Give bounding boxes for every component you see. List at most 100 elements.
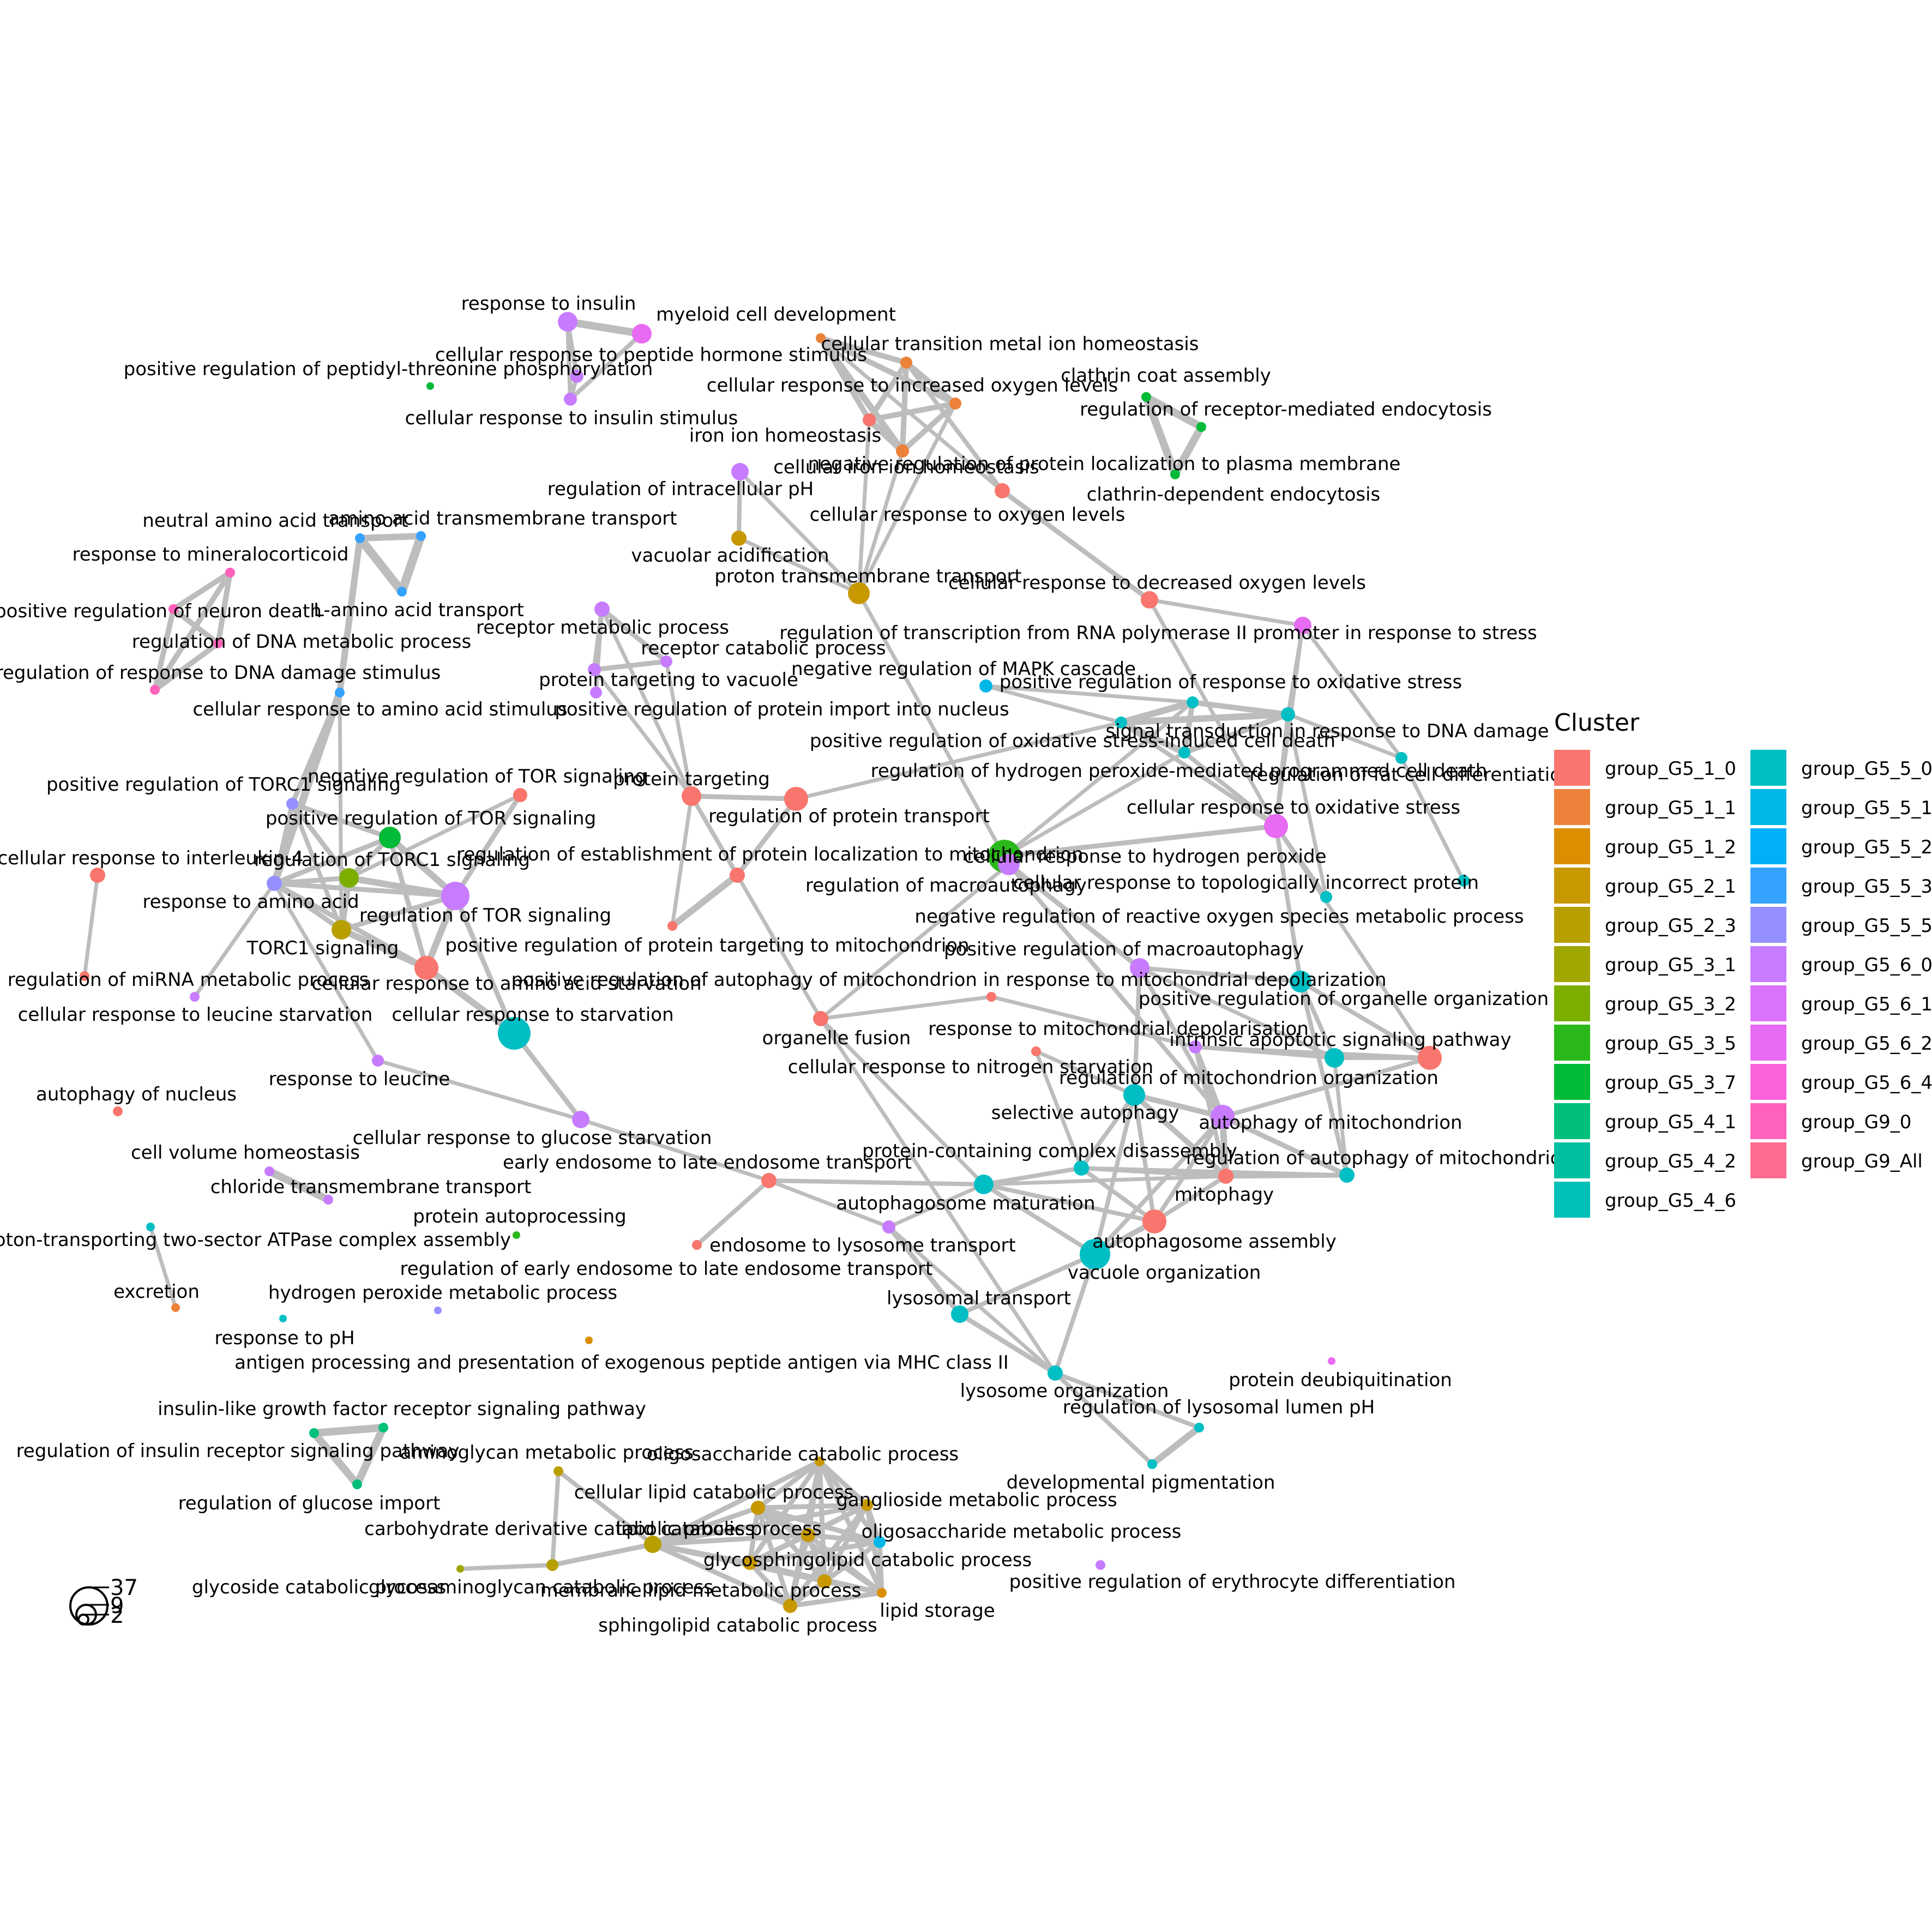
node-developmental-pigmentation[interactable] <box>1147 1459 1157 1469</box>
node-glycoside-catabolic-process[interactable] <box>456 1565 464 1573</box>
node-antigen-processing-and-presentation-of-exogenous-peptide-antigen-via-mhc-class-ii[interactable] <box>585 1337 593 1344</box>
node-regulation-of-insulin-receptor-signaling-pathway[interactable] <box>378 1423 388 1433</box>
node-receptor-metabolic-process[interactable] <box>594 601 610 617</box>
node-negative-regulation-of-mapk-cascade[interactable] <box>979 679 992 693</box>
node-organelle-fusion[interactable] <box>813 1011 828 1026</box>
node-regulation-of-autophagy-of-mitochondrion[interactable] <box>1339 1167 1355 1183</box>
node-cellular-response-to-glucose-starvation[interactable] <box>572 1111 589 1128</box>
node-carbohydrate-derivative-catabolic-process[interactable] <box>644 1536 661 1553</box>
node-membrane-lipid-metabolic-process[interactable] <box>817 1574 832 1588</box>
node-signal-transduction-in-response-to-dna-damage[interactable] <box>1281 707 1295 721</box>
node-protein-deubiquitination[interactable] <box>1328 1357 1335 1365</box>
node-positive-regulation-of-tor-signaling[interactable] <box>379 827 401 848</box>
node-glycosaminoglycan-catabolic-process[interactable] <box>546 1559 558 1571</box>
node-regulation-of-hydrogen-peroxide-mediated-programmed-cell-death[interactable] <box>1178 747 1190 759</box>
node-chloride-transmembrane-transport[interactable] <box>323 1195 333 1205</box>
node-negative-regulation-of-tor-signaling[interactable] <box>513 788 527 802</box>
node-mitophagy[interactable] <box>1218 1169 1233 1184</box>
node-regulation-of-early-endosome-to-late-endosome-transport[interactable] <box>692 1240 702 1250</box>
node-cellular-response-to-leucine-starvation[interactable] <box>190 992 200 1002</box>
node-response-to-insulin[interactable] <box>558 312 577 332</box>
node-l-amino-acid-transport[interactable] <box>397 587 407 597</box>
node-selective-autophagy[interactable] <box>1123 1084 1145 1106</box>
node-cellular-response-to-oxygen-levels[interactable] <box>995 483 1010 498</box>
node-protein-targeting[interactable] <box>682 786 701 806</box>
node-positive-regulation-of-organelle-organization[interactable] <box>1290 971 1311 992</box>
node-cellular-response-to-amino-acid-starvation[interactable] <box>414 956 438 980</box>
node-oligosaccharide-catabolic-process[interactable] <box>815 1456 824 1466</box>
node-autophagy-of-mitochondrion[interactable] <box>1211 1105 1235 1129</box>
node-regulation-of-tor-signaling[interactable] <box>441 882 470 910</box>
node-regulation-of-torc1-signaling[interactable] <box>339 868 359 888</box>
node-receptor-catabolic-process[interactable] <box>660 655 672 667</box>
node-protein-containing-complex-disassembly[interactable] <box>1074 1160 1089 1176</box>
node-cellular-response-to-peptide-hormone-stimulus[interactable] <box>570 370 583 383</box>
node-autophagy-of-nucleus[interactable] <box>113 1106 123 1116</box>
node-cell-volume-homeostasis[interactable] <box>264 1166 274 1176</box>
node-proton-transporting-two-sector-atpase-complex-assembly[interactable] <box>146 1223 155 1231</box>
node-positive-regulation-of-protein-import-into-nucleus[interactable] <box>590 687 602 699</box>
node-vacuolar-acidification[interactable] <box>731 531 747 546</box>
node-positive-regulation-of-torc1-signaling[interactable] <box>286 798 298 810</box>
node-protein-autoprocessing[interactable] <box>513 1231 520 1239</box>
node-torc1-signaling[interactable] <box>332 920 351 940</box>
node-cellular-response-to-oxidative-stress[interactable] <box>1264 814 1288 838</box>
node-glycosphingolipid-catabolic-process[interactable] <box>743 1556 757 1570</box>
node-response-to-leucine[interactable] <box>372 1055 384 1067</box>
node-lysosomal-transport[interactable] <box>951 1305 968 1323</box>
node-ganglioside-metabolic-process[interactable] <box>861 1499 873 1511</box>
node-myeloid-cell-development[interactable] <box>632 324 652 344</box>
node-neutral-amino-acid-transport[interactable] <box>355 533 365 543</box>
node-protein-targeting-to-vacuole[interactable] <box>588 663 601 676</box>
node-iron-ion-homeostasis[interactable] <box>863 413 876 426</box>
node-negative-regulation-of-protein-localization-to-plasma-membrane[interactable] <box>949 398 961 410</box>
node-cellular-response-to-nitrogen-starvation[interactable] <box>1325 1048 1344 1068</box>
node-positive-regulation-of-autophagy-of-mitochondrion-in-response-to-mitochondrial-depolarization[interactable] <box>986 992 996 1002</box>
node-vacuole-organization[interactable] <box>1080 1239 1110 1269</box>
node-amino-acid-transmembrane-transport[interactable] <box>416 531 426 541</box>
node-regulation-of-response-to-dna-damage-stimulus[interactable] <box>150 685 160 695</box>
node-positive-regulation-of-response-to-oxidative-stress[interactable] <box>1187 696 1199 708</box>
node-early-endosome-to-late-endosome-transport[interactable] <box>761 1173 777 1188</box>
node-lysosome-organization[interactable] <box>1048 1365 1063 1381</box>
node-regulation-of-glucose-import[interactable] <box>352 1479 362 1489</box>
node-cellular-response-to-insulin-stimulus[interactable] <box>564 393 577 406</box>
node-cellular-response-to-interleukin-4[interactable] <box>90 868 105 883</box>
node-proton-transmembrane-transport[interactable] <box>848 582 870 604</box>
node-positive-regulation-of-neuron-death[interactable] <box>168 604 178 614</box>
node-autophagosome-maturation[interactable] <box>974 1175 994 1194</box>
node-autophagosome-assembly[interactable] <box>1142 1209 1166 1233</box>
node-cellular-transition-metal-ion-homeostasis[interactable] <box>816 333 826 343</box>
node-sphingolipid-catabolic-process[interactable] <box>783 1599 797 1613</box>
node-cellular-response-to-increased-oxygen-levels[interactable] <box>900 357 912 369</box>
node-regulation-of-fat-cell-differentiation[interactable] <box>1395 752 1407 764</box>
node-lipid-catabolic-process[interactable] <box>801 1528 815 1542</box>
node-cellular-response-to-starvation[interactable] <box>498 1017 531 1050</box>
node-regulation-of-receptor-mediated-endocytosis[interactable] <box>1196 422 1206 432</box>
node-clathrin-dependent-endocytosis[interactable] <box>1170 470 1180 479</box>
node-cellular-response-to-amino-acid-stimulus[interactable] <box>335 688 345 697</box>
node-response-to-mineralocorticoid[interactable] <box>225 568 235 577</box>
node-clathrin-coat-assembly[interactable] <box>1141 392 1151 402</box>
node-positive-regulation-of-macroautophagy[interactable] <box>1130 958 1149 978</box>
node-regulation-of-lysosomal-lumen-ph[interactable] <box>1194 1423 1204 1433</box>
node-regulation-of-macroautophagy[interactable] <box>998 853 1020 875</box>
node-hydrogen-peroxide-metabolic-process[interactable] <box>434 1307 442 1314</box>
node-positive-regulation-of-peptidyl-threonine-phosphorylation[interactable] <box>426 382 434 390</box>
node-negative-regulation-of-reactive-oxygen-species-metabolic-process[interactable] <box>1320 891 1332 903</box>
node-regulation-of-protein-transport[interactable] <box>784 787 808 811</box>
node-regulation-of-dna-metabolic-process[interactable] <box>213 639 223 648</box>
node-regulation-of-mirna-metabolic-process[interactable] <box>80 971 89 981</box>
node-regulation-of-intracellular-ph[interactable] <box>731 463 749 480</box>
node-positive-regulation-of-oxidative-stress-induced-cell-death[interactable] <box>1115 717 1127 729</box>
node-insulin-like-growth-factor-receptor-signaling-pathway[interactable] <box>309 1428 319 1438</box>
node-response-to-amino-acid[interactable] <box>267 876 282 891</box>
node-regulation-of-mitochondrion-organization[interactable] <box>1418 1046 1442 1070</box>
node-aminoglycan-metabolic-process[interactable] <box>553 1466 563 1476</box>
node-response-to-ph[interactable] <box>279 1315 287 1322</box>
node-positive-regulation-of-erythrocyte-differentiation[interactable] <box>1096 1560 1105 1570</box>
node-regulation-of-establishment-of-protein-localization-to-mitochondrion[interactable] <box>730 868 745 883</box>
node-endosome-to-lysosome-transport[interactable] <box>882 1220 895 1233</box>
node-response-to-mitochondrial-depolarisation[interactable] <box>1031 1046 1041 1056</box>
node-excretion[interactable] <box>171 1303 180 1312</box>
